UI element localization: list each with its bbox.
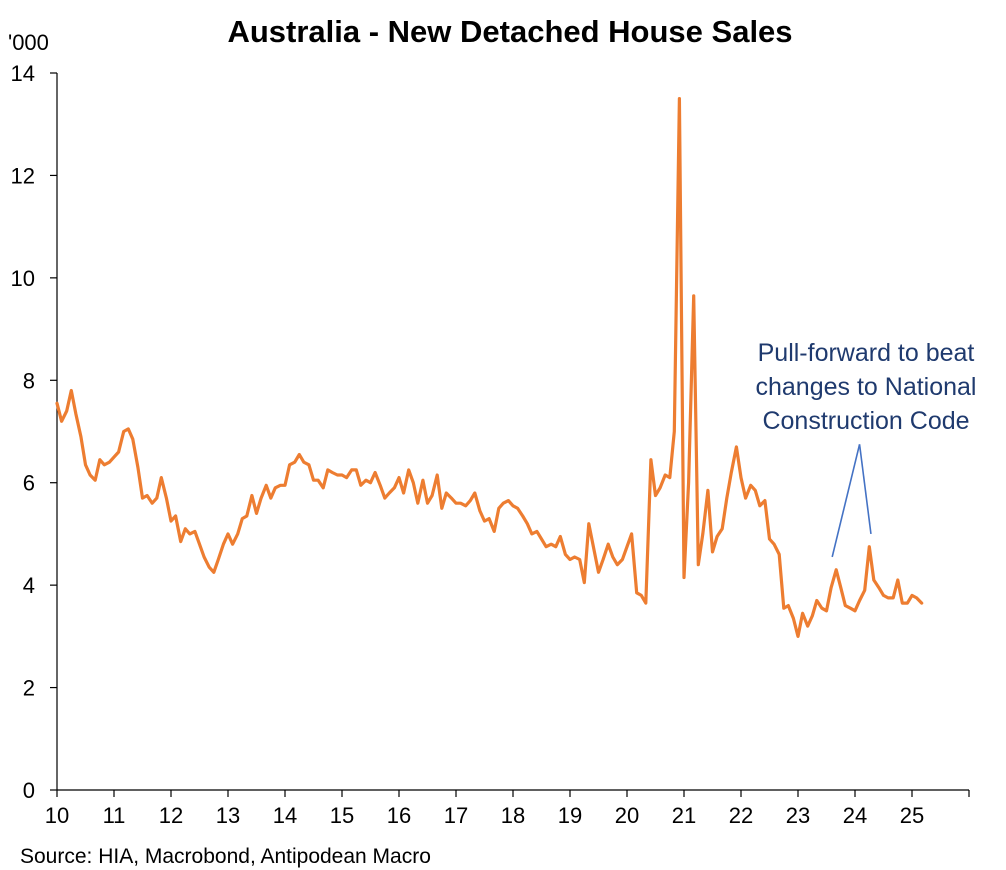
x-tick-label: 12 bbox=[159, 803, 183, 828]
y-tick-label: 8 bbox=[23, 368, 35, 393]
x-tick-label: 22 bbox=[729, 803, 753, 828]
x-tick-label: 13 bbox=[216, 803, 240, 828]
y-tick-label: 10 bbox=[11, 266, 35, 291]
x-tick-label: 11 bbox=[103, 803, 126, 828]
x-tick-label: 15 bbox=[330, 803, 354, 828]
x-tick-label: 16 bbox=[387, 803, 411, 828]
annotation-pointer-line bbox=[858, 444, 872, 535]
series-line bbox=[55, 97, 924, 638]
x-tick-label: 23 bbox=[786, 803, 810, 828]
x-tick-label: 18 bbox=[501, 803, 525, 828]
annotation-text: Construction Code bbox=[762, 407, 969, 435]
annotation-pointer-line bbox=[831, 444, 861, 558]
x-tick-label: 17 bbox=[444, 803, 468, 828]
y-tick-label: 6 bbox=[23, 471, 35, 496]
x-tick-label: 19 bbox=[558, 803, 582, 828]
x-tick-label: 24 bbox=[843, 803, 867, 828]
y-ticks: 0 2 4 6 8 10 12 14 bbox=[11, 61, 57, 803]
x-tick-label: 25 bbox=[900, 803, 924, 828]
y-tick-label: 2 bbox=[23, 676, 35, 701]
annotation-text: changes to National bbox=[756, 373, 977, 401]
x-tick-label: 21 bbox=[672, 803, 696, 828]
y-tick-label: 4 bbox=[23, 573, 35, 598]
x-tick-label: 20 bbox=[615, 803, 639, 828]
x-tick-label: 14 bbox=[273, 803, 297, 828]
x-ticks: 10 11 12 13 14 15 16 17 18 19 20 21 22 23 24 25 bbox=[45, 790, 970, 828]
y-tick-label: 12 bbox=[11, 163, 35, 188]
source-note: Source: HIA, Macrobond, Antipodean Macro bbox=[20, 845, 431, 868]
y-tick-label: 0 bbox=[23, 778, 35, 803]
chart-title: Australia - New Detached House Sales bbox=[227, 14, 792, 49]
y-tick-label: 14 bbox=[11, 61, 35, 86]
annotation: Pull-forward to beat changes to National C… bbox=[756, 339, 977, 558]
annotation-text: Pull-forward to beat bbox=[758, 339, 975, 367]
y-unit-label: '000 bbox=[8, 30, 49, 55]
series-group bbox=[55, 97, 924, 638]
x-tick-label: 10 bbox=[45, 803, 69, 828]
